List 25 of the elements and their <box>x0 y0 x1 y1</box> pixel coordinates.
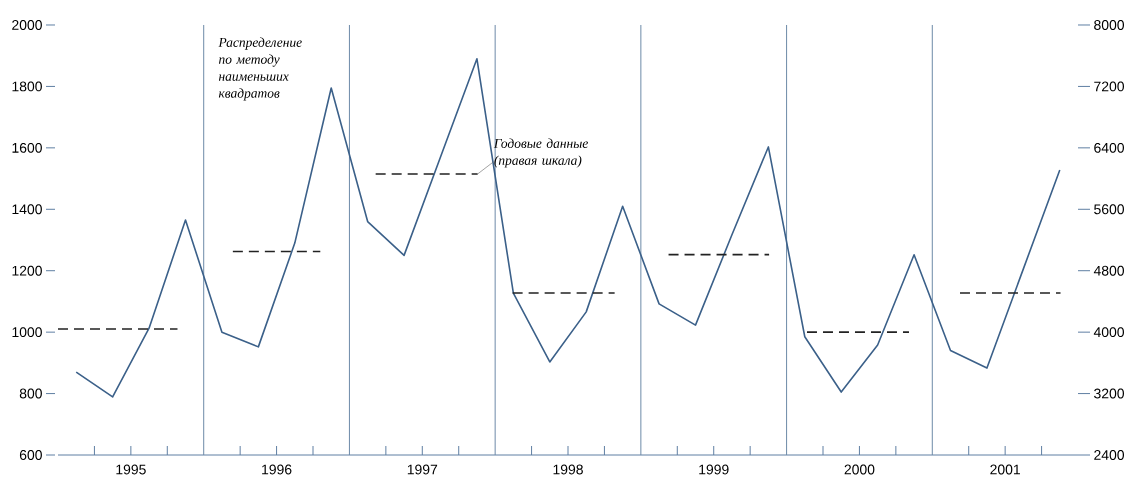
y2-tick-label: 4000 <box>1093 327 1125 338</box>
x-tick-label: 1998 <box>553 464 583 475</box>
y2-tick-label: 7200 <box>1094 81 1125 92</box>
y-tick-label: 1000 <box>12 327 42 338</box>
y2-tick-label: 8000 <box>1094 20 1125 30</box>
y-tick-label: 600 <box>19 450 42 460</box>
y2-tick-label: 3200 <box>1094 388 1125 399</box>
y-tick-label: 2000 <box>12 20 42 30</box>
y-tick-label: 800 <box>19 388 42 399</box>
y-tick-label: 1200 <box>12 265 42 276</box>
y-tick-label: 1800 <box>12 81 42 92</box>
y2-tick-label: 6400 <box>1094 142 1125 153</box>
series-label: Годовые данные (правая шкала) <box>493 138 588 168</box>
series-label: Распределение по методу наименьших квадратов <box>218 37 302 101</box>
x-tick-label: 1996 <box>262 464 292 475</box>
y2-tick-label: 5600 <box>1094 204 1125 215</box>
y-tick-label: 1600 <box>12 142 42 153</box>
y2-tick-label: 4800 <box>1093 265 1125 276</box>
x-tick-label: 2001 <box>990 464 1020 475</box>
x-tick-label: 1995 <box>116 464 146 475</box>
y-tick-label: 1400 <box>12 204 42 215</box>
y2-tick-label: 2400 <box>1094 450 1125 460</box>
x-tick-label: 2000 <box>844 464 875 475</box>
x-tick-label: 1999 <box>699 464 729 475</box>
x-tick-label: 1997 <box>407 464 438 475</box>
